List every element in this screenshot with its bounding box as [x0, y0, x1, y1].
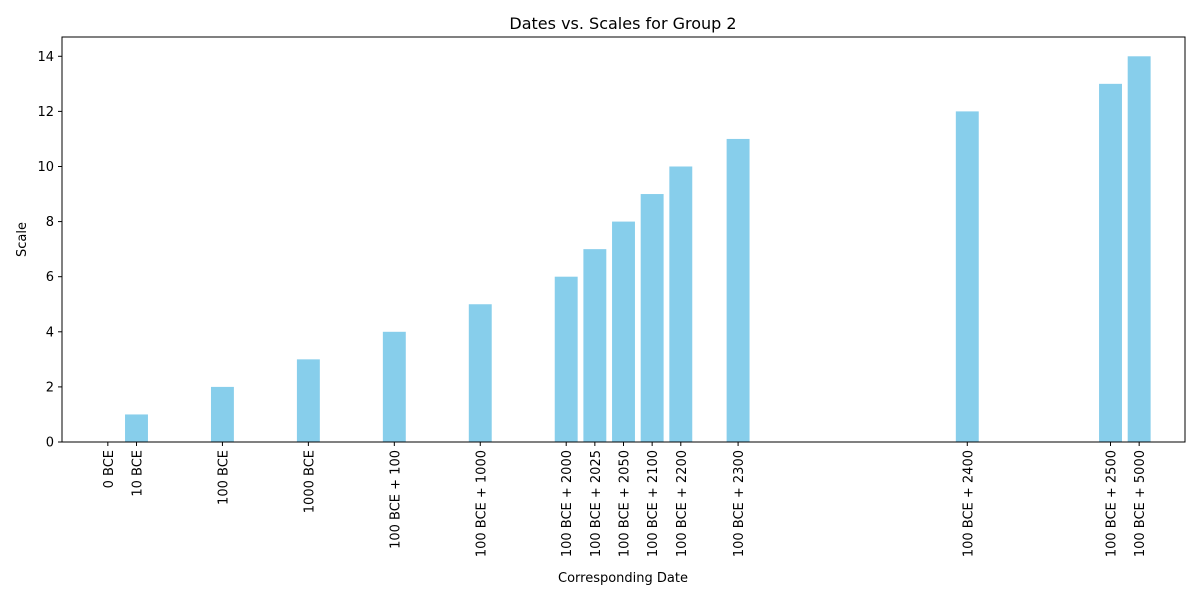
y-tick-label: 12: [37, 105, 54, 120]
bar: [1099, 83, 1122, 442]
x-axis-ticks: 0 BCE 10 BCE 100 BCE 1000 BCE 100 BCE + 100 1…: [102, 442, 1148, 557]
x-tick-label: 100 BCE + 2300: [732, 450, 747, 557]
x-tick-label: 100 BCE + 1000: [474, 450, 489, 557]
x-tick-label: 0 BCE: [102, 450, 117, 488]
chart-title: Dates vs. Scales for Group 2: [509, 14, 736, 33]
bar: [640, 194, 664, 442]
bar: [1127, 56, 1151, 442]
x-tick-label: 100 BCE + 2025: [589, 450, 604, 557]
x-tick-label: 100 BCE + 2100: [646, 450, 661, 557]
x-tick-label: 100 BCE + 2200: [675, 450, 690, 557]
bar: [210, 386, 234, 442]
x-tick-label: 100 BCE + 100: [388, 450, 403, 549]
x-tick-label: 100 BCE + 2500: [1105, 450, 1120, 557]
bars-group: [125, 56, 1151, 443]
x-tick-label: 100 BCE + 2000: [560, 450, 575, 557]
bar: [612, 221, 635, 442]
x-tick-label: 100 BCE + 5000: [1133, 450, 1148, 557]
bar: [554, 276, 578, 442]
x-tick-label: 100 BCE + 2400: [961, 450, 976, 557]
x-axis-label: Corresponding Date: [558, 571, 688, 586]
x-tick-label: 1000 BCE: [302, 450, 317, 513]
y-axis-ticks: 0 2 4 6 8 10 12 14: [37, 50, 62, 451]
x-tick-label: 10 BCE: [130, 450, 145, 497]
y-tick-label: 4: [46, 325, 54, 340]
y-tick-label: 10: [37, 160, 54, 175]
bar: [726, 138, 750, 442]
y-axis-label: Scale: [15, 222, 30, 257]
bar: [583, 249, 607, 442]
y-tick-label: 0: [46, 436, 54, 451]
x-tick-label: 100 BCE: [216, 450, 231, 505]
bar: [955, 111, 979, 442]
x-tick-label: 100 BCE + 2050: [618, 450, 633, 557]
bar: [468, 304, 492, 442]
y-tick-label: 14: [37, 50, 54, 65]
bar: [382, 331, 406, 442]
bar: [669, 166, 693, 443]
y-tick-label: 6: [46, 270, 54, 285]
y-tick-label: 2: [46, 380, 54, 395]
y-tick-label: 8: [46, 215, 54, 230]
bar: [296, 359, 320, 442]
bar: [125, 414, 148, 442]
